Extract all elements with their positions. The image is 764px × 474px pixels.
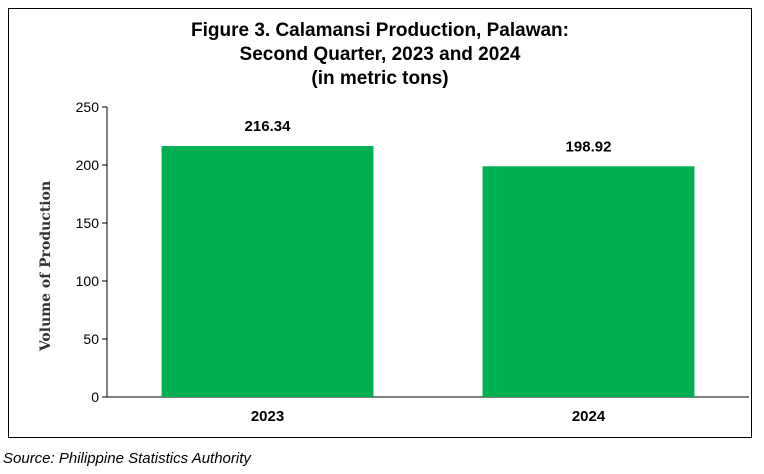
y-tick-label: 0: [91, 389, 99, 405]
chart-title-line-1: Figure 3. Calamansi Production, Palawan:: [191, 20, 569, 41]
bar-2023: [161, 146, 374, 397]
chart-title-line-3: (in metric tons): [311, 68, 449, 89]
y-tick-label: 200: [76, 157, 100, 173]
source-note: Source: Philippine Statistics Authority: [3, 450, 251, 467]
data-label-2024: 198.92: [566, 138, 612, 155]
y-axis-title: Volume of Production: [38, 181, 54, 352]
chart-title: Figure 3. Calamansi Production, Palawan:…: [9, 19, 751, 91]
x-tick-label-2024: 2024: [572, 408, 606, 425]
y-tick-label: 150: [76, 215, 100, 231]
data-label-2023: 216.34: [245, 118, 292, 135]
chart-title-line-2: Second Quarter, 2023 and 2024: [239, 44, 521, 65]
x-tick-label-2023: 2023: [251, 408, 284, 425]
y-tick-label: 250: [76, 99, 100, 115]
bar-2024: [482, 166, 695, 397]
y-tick-label: 50: [83, 331, 99, 347]
y-tick-label: 100: [76, 273, 100, 289]
